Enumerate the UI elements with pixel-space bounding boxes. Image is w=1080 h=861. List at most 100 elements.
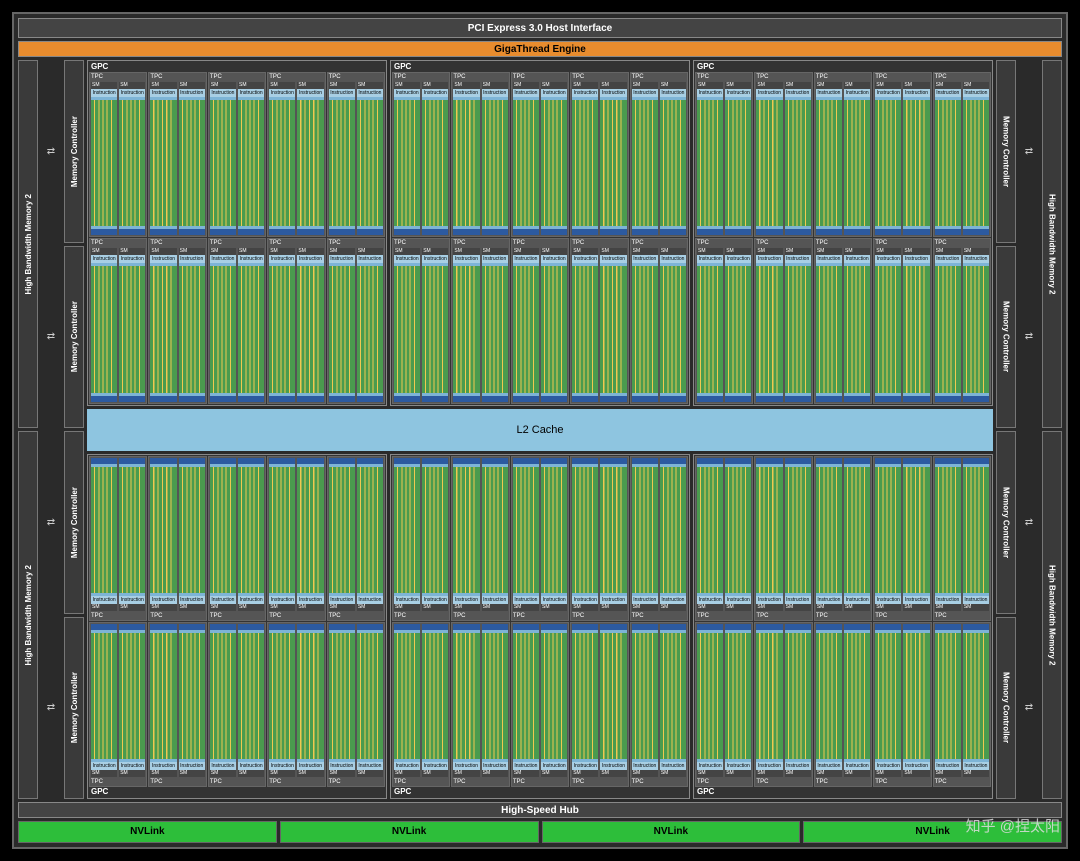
memory-controller: Memory Controller (64, 60, 84, 243)
instruction-cache: Instruction Cache (725, 596, 751, 604)
sm-pair: SMInstruction CacheSMInstruction Cache (815, 623, 871, 778)
sm-block: SMInstruction Cache (599, 81, 627, 236)
sm-cores (513, 630, 539, 762)
sm-pair: SMInstruction CacheSMInstruction Cache (393, 623, 449, 778)
memory-controller: Memory Controller (996, 246, 1016, 429)
sm-label: SM (453, 82, 479, 89)
sm-block: SMInstruction Cache (874, 457, 902, 612)
sm-block: SMInstruction Cache (356, 457, 384, 612)
tpc-label: TPC (571, 612, 627, 620)
sm-block: SMInstruction Cache (268, 623, 296, 778)
sm-block: SMInstruction Cache (599, 247, 627, 402)
tpc-block: TPCSMInstruction CacheSMInstruction Cach… (814, 622, 872, 787)
sm-pair: SMInstruction CacheSMInstruction Cache (815, 457, 871, 612)
sm-block: SMInstruction Cache (724, 81, 752, 236)
instruction-cache: Instruction Cache (844, 255, 870, 263)
sm-label: SM (357, 604, 383, 611)
sm-footer (482, 229, 508, 235)
instruction-cache: Instruction Cache (903, 89, 929, 97)
sm-block: SMInstruction Cache (178, 81, 206, 236)
tpc-row: TPCSMInstruction CacheSMInstruction Cach… (89, 622, 385, 787)
sm-pair: SMInstruction CacheSMInstruction Cache (209, 457, 265, 612)
tpc-block: TPCSMInstruction CacheSMInstruction Cach… (754, 456, 812, 621)
sm-label: SM (269, 248, 295, 255)
instruction-cache: Instruction Cache (297, 255, 323, 263)
sm-block: SMInstruction Cache (962, 623, 990, 778)
sm-footer (756, 229, 782, 235)
sm-cores (210, 263, 236, 395)
sm-label: SM (572, 82, 598, 89)
instruction-cache: Instruction Cache (541, 255, 567, 263)
sm-label: SM (697, 770, 723, 777)
gpc-block: GPCTPCSMInstruction CacheSMInstruction C… (693, 60, 993, 406)
sm-label: SM (297, 770, 323, 777)
tpc-label: TPC (90, 778, 146, 786)
sm-cores (297, 630, 323, 762)
sm-footer (600, 229, 626, 235)
instruction-cache: Instruction Cache (660, 762, 686, 770)
arrows-icon: ⇄ (1019, 60, 1039, 243)
sm-cores (394, 464, 420, 596)
sm-label: SM (179, 82, 205, 89)
memory-controller: Memory Controller (64, 617, 84, 800)
sm-pair: SMInstruction CacheSMInstruction Cache (90, 81, 146, 236)
sm-pair: SMInstruction CacheSMInstruction Cache (149, 457, 205, 612)
sm-label: SM (756, 770, 782, 777)
sm-pair: SMInstruction CacheSMInstruction Cache (696, 81, 752, 236)
sm-label: SM (756, 604, 782, 611)
sm-block: SMInstruction Cache (421, 81, 449, 236)
memory-controller: Memory Controller (64, 431, 84, 614)
tpc-block: TPCSMInstruction CacheSMInstruction Cach… (570, 622, 628, 787)
tpc-label: TPC (815, 612, 871, 620)
tpc-block: TPCSMInstruction CacheSMInstruction Cach… (267, 238, 325, 403)
sm-pair: SMInstruction CacheSMInstruction Cache (512, 247, 568, 402)
sm-footer (756, 396, 782, 402)
sm-cores (785, 263, 811, 395)
sm-block: SMInstruction Cache (755, 81, 783, 236)
sm-footer (357, 229, 383, 235)
instruction-cache: Instruction Cache (119, 255, 145, 263)
sm-cores (119, 97, 145, 229)
sm-label: SM (725, 770, 751, 777)
arrow-left-col: ⇄⇄⇄⇄ (41, 60, 61, 799)
sm-block: SMInstruction Cache (696, 81, 724, 236)
instruction-cache: Instruction Cache (572, 255, 598, 263)
sm-block: SMInstruction Cache (724, 457, 752, 612)
sm-label: SM (875, 82, 901, 89)
sm-label: SM (513, 248, 539, 255)
instruction-cache: Instruction Cache (697, 596, 723, 604)
sm-block: SMInstruction Cache (874, 247, 902, 402)
sm-pair: SMInstruction CacheSMInstruction Cache (328, 81, 384, 236)
sm-block: SMInstruction Cache (149, 81, 177, 236)
tpc-block: TPCSMInstruction CacheSMInstruction Cach… (511, 622, 569, 787)
sm-cores (269, 97, 295, 229)
sm-cores (903, 630, 929, 762)
hbm-block: High Bandwidth Memory 2 (1042, 431, 1062, 799)
tpc-label: TPC (631, 612, 687, 620)
tpc-row: TPCSMInstruction CacheSMInstruction Cach… (89, 238, 385, 403)
tpc-block: TPCSMInstruction CacheSMInstruction Cach… (208, 72, 266, 237)
tpc-block: TPCSMInstruction CacheSMInstruction Cach… (148, 238, 206, 403)
sm-footer (935, 229, 961, 235)
sm-label: SM (903, 770, 929, 777)
tpc-block: TPCSMInstruction CacheSMInstruction Cach… (933, 238, 991, 403)
tpc-block: TPCSMInstruction CacheSMInstruction Cach… (89, 238, 147, 403)
tpc-label: TPC (268, 778, 324, 786)
sm-label: SM (875, 248, 901, 255)
sm-label: SM (394, 604, 420, 611)
sm-label: SM (422, 770, 448, 777)
tpc-label: TPC (393, 73, 449, 81)
sm-footer (238, 229, 264, 235)
tpc-block: TPCSMInstruction CacheSMInstruction Cach… (327, 456, 385, 621)
sm-block: SMInstruction Cache (328, 81, 356, 236)
tpc-row: TPCSMInstruction CacheSMInstruction Cach… (695, 622, 991, 787)
sm-pair: SMInstruction CacheSMInstruction Cache (268, 247, 324, 402)
sm-footer (875, 396, 901, 402)
tpc-block: TPCSMInstruction CacheSMInstruction Cach… (630, 238, 688, 403)
sm-cores (572, 630, 598, 762)
instruction-cache: Instruction Cache (179, 255, 205, 263)
sm-cores (422, 263, 448, 395)
sm-cores (875, 97, 901, 229)
sm-block: SMInstruction Cache (149, 247, 177, 402)
sm-pair: SMInstruction CacheSMInstruction Cache (696, 247, 752, 402)
